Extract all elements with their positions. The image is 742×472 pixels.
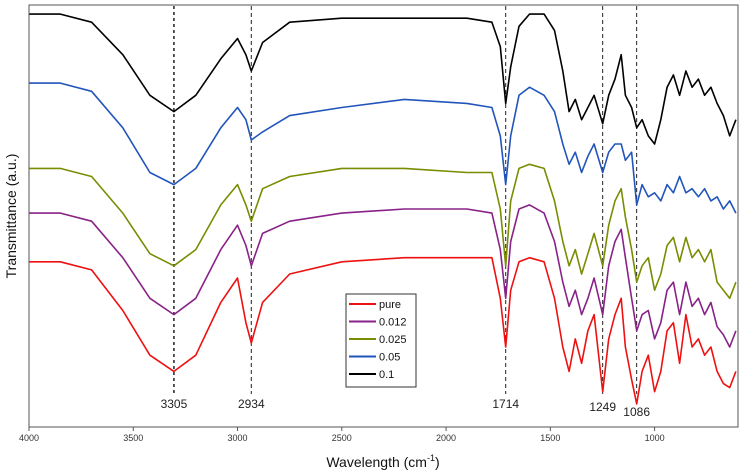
legend-label-0.025: 0.025 <box>379 334 407 346</box>
series-line-0.025 <box>29 163 737 300</box>
peak-label-1714: 1714 <box>492 397 519 411</box>
x-tick-label-3500: 3500 <box>123 433 143 443</box>
legend-label-0.05: 0.05 <box>379 352 400 364</box>
peak-label-2934: 2934 <box>238 397 265 411</box>
series-line-pure <box>29 256 737 405</box>
plot-frame <box>28 4 739 428</box>
y-axis-title: Transmittance (a.u.) <box>3 154 19 279</box>
x-tick-label-3000: 3000 <box>228 433 248 443</box>
series-line-0.012 <box>29 204 737 348</box>
x-axis-title-close: ) <box>435 454 440 470</box>
x-tick-layer: 4000 3500 3000 2500 2000 1500 1000 <box>19 427 665 443</box>
x-tick-label-1500: 1500 <box>540 433 560 443</box>
peak-label-3305: 3305 <box>161 397 188 411</box>
x-tick-label-2000: 2000 <box>436 433 456 443</box>
x-axis-title-text: Wavelength (cm <box>326 454 427 470</box>
peak-label-1249: 1249 <box>589 400 616 414</box>
legend-label-0.012: 0.012 <box>379 317 407 329</box>
peak-label-1086: 1086 <box>623 405 650 419</box>
legend: pure 0.012 0.025 0.05 0.1 <box>345 293 417 388</box>
series-line-0.1 <box>29 13 737 145</box>
legend-label-pure: pure <box>379 299 401 311</box>
legend-label-0.1: 0.1 <box>379 369 394 381</box>
series-layer <box>29 13 737 405</box>
x-tick-label-1000: 1000 <box>645 433 665 443</box>
x-axis-title-superscript: -1 <box>427 453 435 463</box>
legend-box <box>345 293 417 388</box>
x-tick-label-4000: 4000 <box>19 433 39 443</box>
x-axis-title: Wavelength (cm-1) <box>326 453 439 470</box>
x-tick-label-2500: 2500 <box>332 433 352 443</box>
series-line-0.05 <box>29 82 737 214</box>
